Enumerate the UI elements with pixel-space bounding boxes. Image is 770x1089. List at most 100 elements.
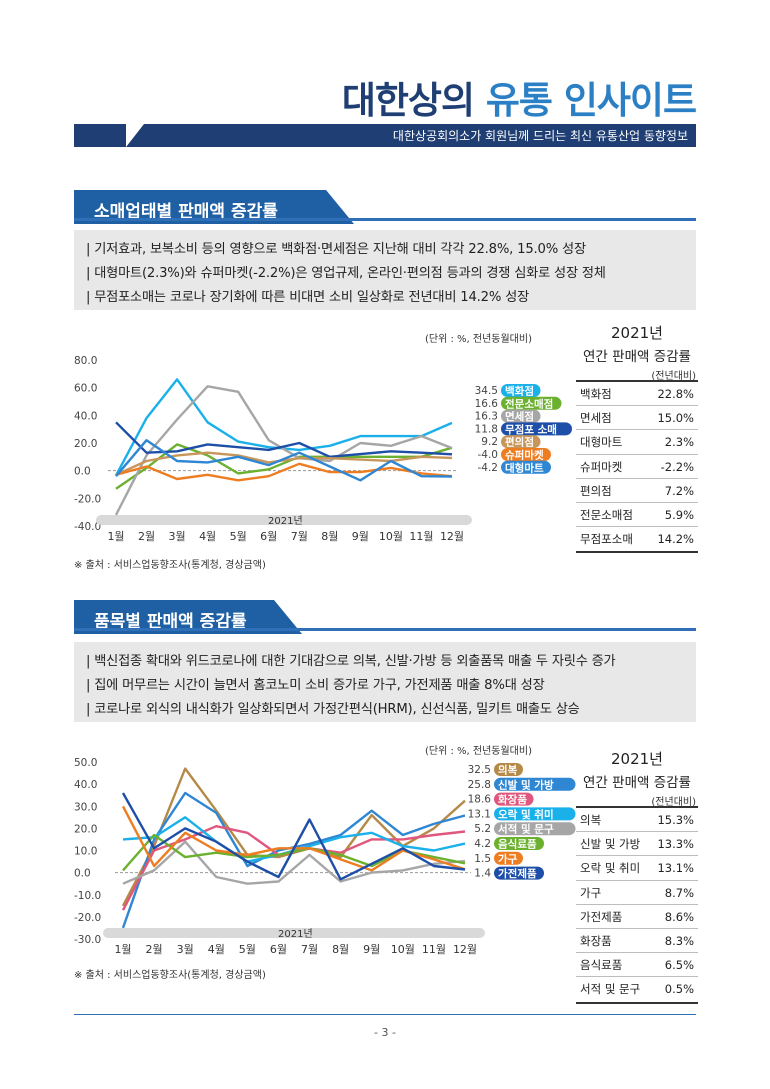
x-group-label: 2021년 — [278, 928, 313, 940]
section-1-underline — [74, 218, 696, 221]
y-tick-label: 0.0 — [74, 868, 91, 880]
section-1-summary: | 기저효과, 보복소비 등의 영향으로 백화점·면세점은 지난해 대비 각각 … — [74, 230, 696, 310]
table-1-title: 2021년 연간 판매액 증감률 — [576, 322, 698, 365]
table-row-label: 의복 — [580, 813, 602, 827]
y-tick-label: 0.0 — [74, 466, 91, 478]
table-row: 오락 및 취미 13.1% — [576, 856, 698, 881]
series-legend-label: 화장품 — [498, 793, 527, 806]
table-row-label: 전문소매점 — [580, 507, 633, 522]
table-row-label: 백화점 — [580, 387, 612, 401]
chart-1-source: ※ 출처 : 서비스업동향조사(통계청, 경상금액) — [74, 560, 266, 571]
table-row-value: 13.3% — [657, 837, 694, 852]
x-tick-label: 3월 — [177, 943, 194, 956]
series-legend-pill — [494, 792, 534, 806]
table-2-year: 2021년 — [611, 750, 663, 768]
table-row-label: 슈퍼마켓 — [580, 459, 623, 474]
y-tick-label: -10.0 — [74, 890, 101, 902]
x-tick-label: 10월 — [379, 530, 403, 543]
y-tick-label: 30.0 — [74, 801, 97, 813]
table-row-value: 5.9% — [664, 507, 694, 522]
series-legend-pill — [501, 396, 562, 410]
table-row: 전문소매점 5.9% — [576, 503, 698, 528]
series-end-value: 11.8 — [475, 423, 498, 435]
title-part2: 유통 인사이트 — [485, 79, 697, 122]
y-tick-label: 50.0 — [74, 757, 97, 769]
table-row-value: 6.5% — [664, 958, 694, 973]
table-row: 슈퍼마켓 -2.2% — [576, 455, 698, 479]
y-tick-label: 10.0 — [74, 846, 97, 858]
y-tick-label: 80.0 — [74, 355, 97, 367]
table-2-unit: (전년대비) — [651, 797, 696, 808]
chart-1-retail-formats: 80.0 60.0 40.0 20.0 0.0 -20.0 -40.0 2021년 1월 2월 3월… — [74, 355, 572, 543]
table-row-label: 오락 및 취미 — [580, 861, 641, 876]
header-bar-notch — [126, 124, 144, 147]
series-end-value: 1.5 — [474, 853, 491, 865]
summary-line: | 무점포소매는 코로나 장기화에 따른 비대면 소비 일상화로 전년대비 14… — [86, 290, 530, 305]
series-end-value: 16.3 — [475, 411, 498, 423]
table-row: 무점포소매 14.2% — [576, 527, 698, 551]
table-row-label: 무점포소매 — [580, 532, 633, 547]
table-2-name: 연간 판매액 증감률 — [583, 775, 691, 791]
table-row-value: 8.3% — [664, 933, 694, 948]
y-tick-label: 20.0 — [74, 438, 97, 450]
table-row-value: 7.2% — [664, 483, 694, 498]
series-end-value: -4.0 — [478, 449, 499, 461]
y-tick-label: -20.0 — [74, 912, 101, 924]
y-tick-label: 40.0 — [74, 410, 97, 422]
summary-line: | 대형마트(2.3%)와 슈퍼마켓(-2.2%)은 영업규제, 온라인·편의점… — [86, 266, 606, 281]
table-row: 음식료품 6.5% — [576, 953, 698, 978]
table-row: 화장품 8.3% — [576, 929, 698, 954]
table-row-value: 13.1% — [657, 861, 694, 876]
x-tick-label: 6월 — [260, 530, 277, 543]
series-legend-label: 가전제품 — [498, 867, 537, 880]
y-tick-label: 60.0 — [74, 383, 97, 395]
page-subtitle: 대한상공회의소가 회원님께 드리는 최신 유통산업 동향정보 — [392, 129, 688, 143]
series-end-value: 4.2 — [474, 838, 491, 850]
x-tick-label: 4월 — [199, 530, 216, 543]
series-legend-label: 오락 및 취미 — [498, 808, 554, 821]
table-row: 서적 및 문구 0.5% — [576, 977, 698, 1001]
series-end-value: 1.4 — [474, 868, 491, 880]
x-tick-label: 7월 — [291, 530, 308, 543]
series-legend-pill — [501, 422, 572, 436]
x-tick-label: 3월 — [169, 530, 186, 543]
table-row-value: 8.6% — [664, 909, 694, 924]
series-legend-label: 의복 — [498, 764, 518, 777]
series-legend-pill — [501, 384, 541, 397]
table-row-label: 면세점 — [580, 411, 612, 426]
y-tick-label: -20.0 — [74, 493, 101, 505]
x-tick-label: 5월 — [239, 943, 256, 956]
table-2: 의복 15.3% 신발 및 가방 13.3% 오락 및 취미 13.1% 가구 8.7% 가전제… — [576, 806, 698, 1004]
table-row: 백화점 22.8% — [576, 382, 698, 407]
series-legend-label: 면세점 — [505, 410, 534, 423]
table-row-value: 15.0% — [657, 411, 694, 426]
series-line-7 — [121, 792, 466, 881]
table-1-year: 2021년 — [611, 324, 663, 342]
chart-2-product-categories: 50.0 40.0 30.0 20.0 10.0 0.0 -10.0 -20.0 -30.0 20… — [74, 757, 576, 956]
x-tick-label: 12월 — [440, 530, 464, 543]
series-legend-pill — [494, 837, 544, 850]
series-legend-pill — [494, 763, 523, 776]
x-tick-label: 1월 — [114, 943, 131, 956]
table-row-label: 편의점 — [580, 483, 612, 498]
series-line-5 — [115, 462, 453, 482]
table-row-label: 서적 및 문구 — [580, 982, 641, 997]
series-legend-label: 편의점 — [505, 436, 534, 449]
series-end-value: 9.2 — [481, 436, 498, 448]
x-tick-label: 1월 — [107, 530, 124, 543]
series-legend-pill — [501, 448, 551, 461]
series-end-value: -4.2 — [478, 462, 499, 474]
series-legend-pill — [494, 822, 576, 836]
table-2-title: 2021년 연간 판매액 증감률 — [576, 748, 698, 791]
chart-2-source: ※ 출처 : 서비스업동향조사(통계청, 경상금액) — [74, 970, 266, 981]
x-tick-label: 11월 — [409, 530, 433, 543]
series-end-value: 25.8 — [468, 779, 491, 791]
table-1: 백화점 22.8% 면세점 15.0% 대형마트 2.3% 슈퍼마켓 -2.2% 편의점 7.2%… — [576, 380, 698, 554]
summary-line: | 기저효과, 보복소비 등의 영향으로 백화점·면세점은 지난해 대비 각각 … — [86, 242, 586, 257]
x-tick-label: 2월 — [146, 943, 163, 956]
x-tick-label: 12월 — [453, 943, 477, 956]
series-line-3 — [115, 421, 453, 459]
series-legend-pill — [494, 866, 544, 880]
table-row-value: 2.3% — [664, 435, 694, 450]
x-tick-label: 8월 — [321, 530, 338, 543]
